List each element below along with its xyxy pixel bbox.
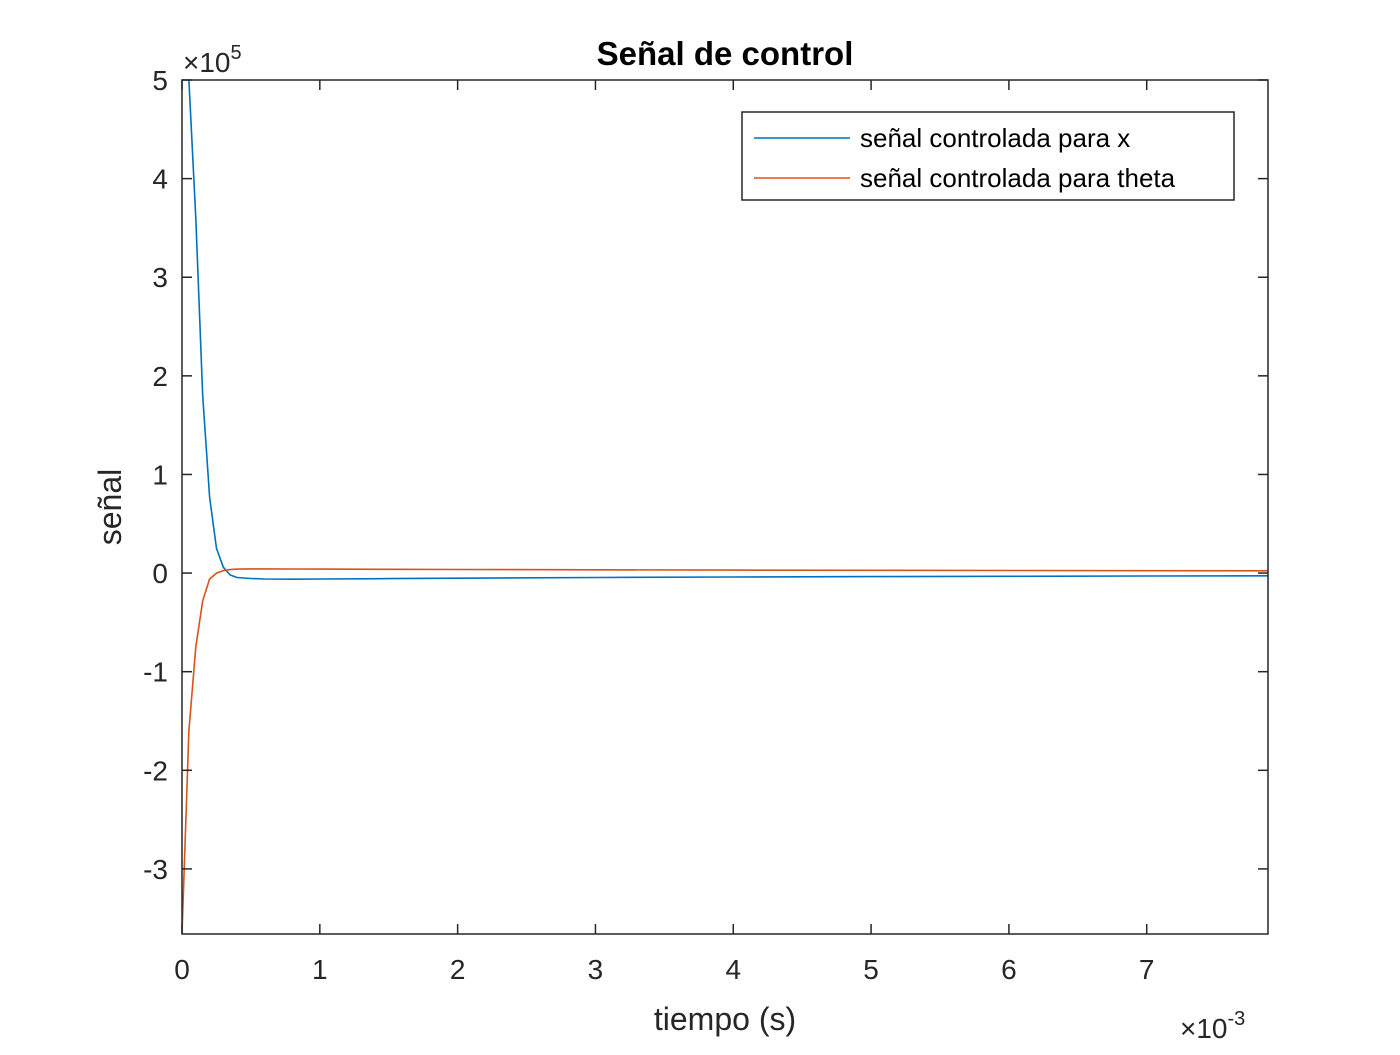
legend-label-1: señal controlada para x [860, 123, 1130, 153]
chart-title: Señal de control [597, 35, 854, 72]
axes-box [181, 79, 1269, 935]
x-tick-label: 4 [725, 954, 741, 985]
y-tick-label: -2 [143, 755, 168, 786]
x-multiplier-exponent: -3 [1228, 1008, 1246, 1030]
x-axis-multiplier: ×10-3 [1180, 1008, 1245, 1044]
plot-area [182, 80, 1268, 934]
legend-box [741, 111, 1235, 201]
y-multiplier-base: ×10 [183, 47, 231, 78]
x-tick-label: 7 [1139, 954, 1155, 985]
x-tick-label: 3 [588, 954, 604, 985]
x-axis-label: tiempo (s) [654, 1001, 796, 1037]
series-group [182, 80, 1268, 934]
y-axis: -3 -2 -1 0 1 2 3 4 5 [143, 65, 1268, 885]
y-tick-label: 3 [152, 262, 168, 293]
x-multiplier-base: ×10 [1180, 1013, 1228, 1044]
y-tick-label: 5 [152, 65, 168, 96]
x-tick-label: 0 [174, 954, 190, 985]
legend-label-2: señal controlada para theta [860, 163, 1176, 193]
y-tick-label: 0 [152, 558, 168, 589]
y-axis-multiplier: ×105 [183, 42, 242, 78]
legend: señal controlada para x señal controlada … [741, 111, 1235, 201]
x-tick-label: 6 [1001, 954, 1017, 985]
y-tick-label: 2 [152, 361, 168, 392]
y-axis-label: señal [92, 469, 128, 546]
y-multiplier-exponent: 5 [231, 42, 242, 64]
y-tick-label: 1 [152, 459, 168, 490]
y-tick-label: -3 [143, 854, 168, 885]
series-line-2 [182, 568, 1268, 934]
y-tick-label: -1 [143, 657, 168, 688]
x-axis: 0 1 2 3 4 5 6 7 [174, 80, 1155, 985]
x-tick-label: 2 [450, 954, 466, 985]
series-line-1 [188, 80, 1268, 581]
x-tick-label: 5 [863, 954, 879, 985]
y-tick-label: 4 [152, 164, 168, 195]
x-tick-label: 1 [312, 954, 328, 985]
